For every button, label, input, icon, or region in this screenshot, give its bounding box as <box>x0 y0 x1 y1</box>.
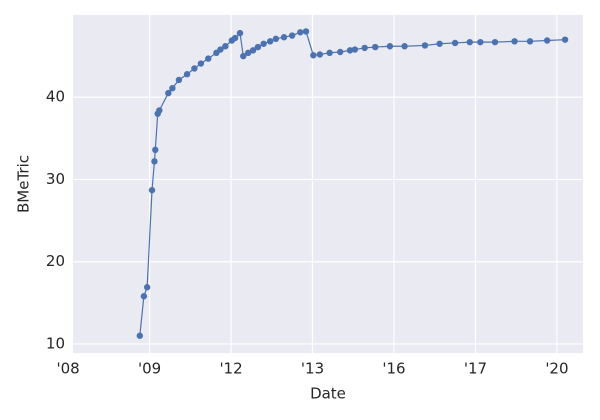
data-point <box>222 43 229 50</box>
y-tick-label: 30 <box>46 170 65 188</box>
data-point <box>337 48 344 56</box>
data-point <box>351 46 359 53</box>
data-point <box>310 52 317 59</box>
data-point <box>436 40 443 47</box>
data-point <box>272 35 280 43</box>
data-point <box>346 47 354 54</box>
data-point <box>143 284 151 291</box>
data-point <box>401 43 408 50</box>
data-point <box>191 65 198 72</box>
data-point <box>175 76 183 84</box>
data-point <box>316 51 324 58</box>
data-point <box>421 42 429 49</box>
data-point <box>249 47 257 54</box>
y-axis-label: BMeTric <box>15 155 33 213</box>
x-tick-label: '16 <box>382 360 405 378</box>
data-point <box>231 34 239 42</box>
y-tick-label: 20 <box>46 252 65 270</box>
x-tick-label: '12 <box>219 360 242 378</box>
data-point <box>561 36 569 43</box>
data-point <box>466 38 473 46</box>
data-point <box>244 49 252 57</box>
data-point <box>526 38 534 45</box>
data-point <box>151 158 158 165</box>
data-point <box>477 38 484 46</box>
data-point <box>266 38 274 45</box>
data-point <box>302 28 310 35</box>
data-point <box>386 43 394 50</box>
x-axis-label: Date <box>310 385 346 403</box>
data-point <box>280 34 288 41</box>
data-point <box>260 40 267 47</box>
plot-area <box>73 15 583 353</box>
data-point <box>326 49 333 57</box>
x-tick-label: '08 <box>57 360 80 378</box>
x-tick-label: '17 <box>464 360 487 378</box>
x-tick-label: '09 <box>138 360 161 378</box>
data-point <box>451 39 459 47</box>
data-point <box>169 84 176 92</box>
x-tick-label: '20 <box>545 360 568 378</box>
data-point <box>491 38 499 46</box>
data-point <box>361 44 368 52</box>
data-point <box>148 186 156 194</box>
data-point <box>152 146 159 154</box>
data-point <box>543 37 551 44</box>
data-point <box>288 32 296 39</box>
data-point <box>240 52 247 60</box>
data-point <box>165 89 172 97</box>
data-point <box>197 60 205 67</box>
data-point <box>297 29 304 36</box>
data-point <box>183 71 191 78</box>
x-tick-label: '13 <box>301 360 324 378</box>
data-point <box>140 293 148 300</box>
data-point <box>156 107 163 114</box>
data-point <box>136 332 144 339</box>
data-point <box>205 55 212 62</box>
y-tick-label: 10 <box>46 334 65 352</box>
data-point <box>511 38 518 45</box>
data-point <box>236 29 244 37</box>
data-point <box>254 43 262 51</box>
data-point <box>217 46 224 53</box>
y-tick-label: 40 <box>46 88 65 106</box>
data-point <box>372 43 379 51</box>
